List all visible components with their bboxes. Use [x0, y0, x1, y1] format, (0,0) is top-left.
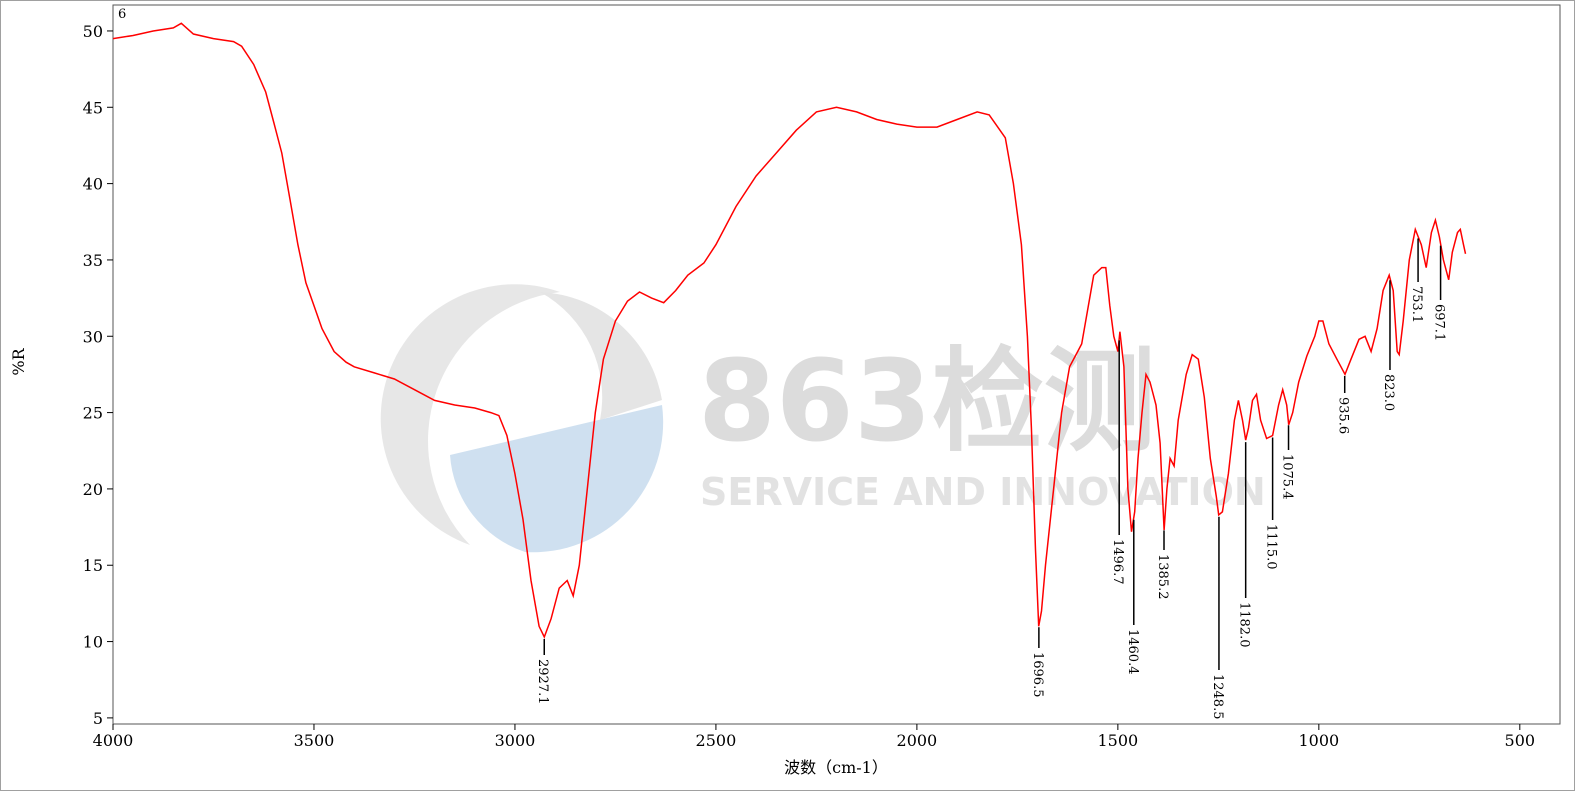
- watermark-brand: 863检测: [698, 337, 1156, 467]
- y-tick-label: 50: [83, 22, 103, 41]
- y-tick-label: 40: [83, 175, 103, 194]
- peak-label: 1115.0: [1264, 524, 1279, 570]
- peak-label: 823.0: [1381, 374, 1396, 411]
- y-tick-label: 25: [83, 404, 103, 423]
- peak-label: 1248.5: [1210, 674, 1225, 720]
- y-tick-label: 45: [83, 98, 103, 117]
- peak-label: 1496.7: [1110, 539, 1125, 585]
- plot-frame: [112, 4, 1561, 725]
- peak-label: 2927.1: [535, 659, 550, 705]
- x-tick-label: 3500: [294, 731, 335, 750]
- peak-label: 1460.4: [1125, 629, 1140, 675]
- y-tick-label: 5: [93, 709, 103, 728]
- y-tick-label: 30: [83, 327, 103, 346]
- y-axis-label: %R: [9, 347, 28, 375]
- corner-label: 6: [118, 7, 126, 22]
- y-tick-label: 20: [83, 480, 103, 499]
- y-tick-label: 10: [83, 633, 103, 652]
- x-tick-label: 1500: [1098, 731, 1139, 750]
- peak-label: 1182.0: [1237, 602, 1252, 648]
- x-axis-label: 波数（cm-1）: [784, 758, 888, 777]
- watermark-logo: [380, 284, 664, 553]
- y-tick-label: 15: [83, 556, 103, 575]
- x-tick-label: 500: [1505, 731, 1536, 750]
- peak-label: 1385.2: [1155, 554, 1170, 600]
- x-tick-label: 2000: [897, 731, 938, 750]
- watermark-slogan: SERVICE AND INNOVATION: [700, 470, 1266, 514]
- y-tick-label: 35: [83, 251, 103, 270]
- peak-label: 697.1: [1432, 304, 1447, 341]
- x-tick-label: 1000: [1298, 731, 1339, 750]
- spectrum-line: [112, 22, 1467, 639]
- x-tick-label: 2500: [696, 731, 737, 750]
- x-tick-label: 3000: [495, 731, 536, 750]
- peak-label: 753.1: [1409, 286, 1424, 323]
- peak-label: 1696.5: [1030, 652, 1045, 698]
- x-tick-label: 4000: [93, 731, 134, 750]
- peak-label: 935.6: [1336, 397, 1351, 434]
- peak-label: 1075.4: [1280, 454, 1295, 500]
